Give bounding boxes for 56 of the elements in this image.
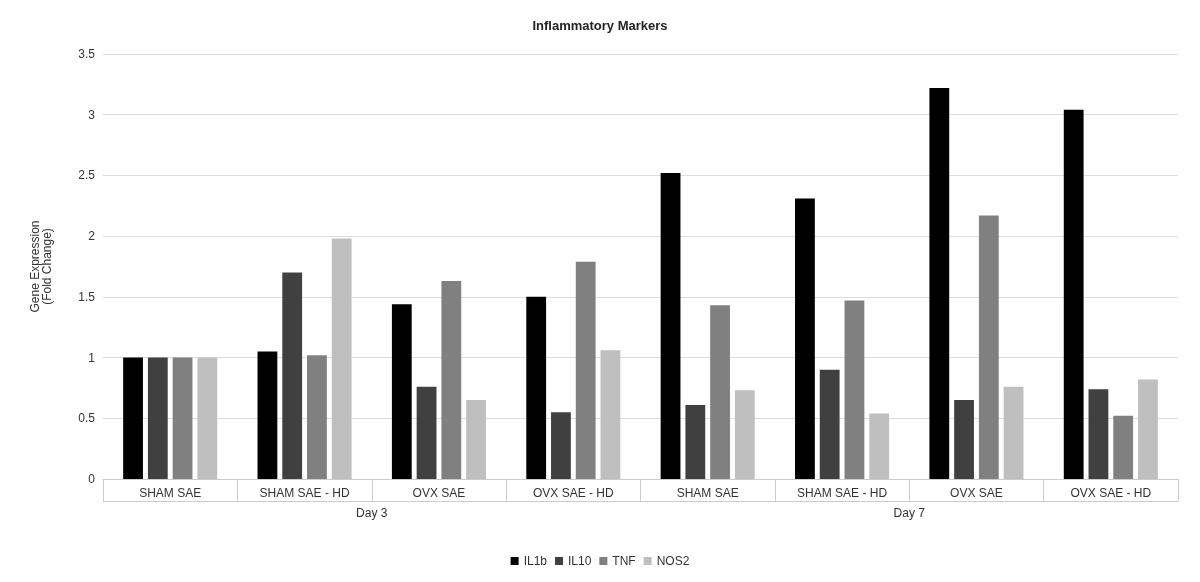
x-tick-label: SHAM SAE - HD (259, 486, 350, 500)
x-tick-label: SHAM SAE (676, 486, 739, 500)
bar (685, 404, 706, 479)
bar (147, 357, 168, 479)
bar (734, 390, 755, 479)
y-tick-label: 3.5 (78, 47, 96, 61)
x-tick-label: OVX SAE (412, 486, 466, 500)
bar (1138, 379, 1158, 479)
bar (172, 357, 193, 479)
legend-label: NOS2 (656, 554, 690, 568)
bar (978, 215, 999, 479)
bar (869, 413, 890, 479)
bar (844, 300, 865, 479)
bar (575, 261, 596, 479)
text: Day 7 (893, 506, 926, 520)
bar (929, 88, 950, 479)
bar (819, 369, 840, 479)
bar (526, 296, 547, 479)
bar (197, 357, 218, 479)
text: Day 3 (356, 506, 388, 520)
x-tick-label: OVX SAE - HD (532, 486, 614, 500)
bar (307, 355, 327, 479)
legend-label: IL10 (568, 554, 592, 568)
bar (1113, 415, 1134, 479)
bar (795, 198, 815, 479)
x-tick-label: SHAM SAE (139, 486, 202, 500)
bar (710, 305, 730, 479)
bar (551, 412, 571, 479)
bar (257, 351, 278, 479)
y-tick-label: 2 (88, 229, 96, 244)
bar (331, 238, 352, 479)
chart-title: Inflammatory Markers (532, 18, 668, 33)
bar (441, 281, 462, 479)
x-tick-label: OVX SAE - HD (1070, 486, 1152, 500)
bar (416, 386, 437, 479)
y-tick-label: 1 (88, 350, 96, 365)
x-tick-label: OVX SAE (950, 486, 1003, 500)
bar (660, 173, 681, 479)
y-tick-label: 3 (88, 107, 96, 122)
x-tick-label: SHAM SAE - HD (797, 486, 888, 500)
bar (1003, 386, 1024, 479)
y-tick-label: 0.5 (78, 411, 96, 426)
bar (1063, 109, 1084, 479)
y-tick-label: 0 (88, 472, 96, 486)
bar (600, 350, 621, 479)
bar (391, 304, 412, 479)
bar (1088, 389, 1109, 479)
y-axis-title: Gene Expression (Fold Change) (28, 220, 54, 313)
y-tick-label: 2.5 (78, 168, 96, 183)
bar (954, 400, 974, 479)
bar (466, 400, 486, 479)
legend-label: IL1b (523, 554, 548, 568)
legend-label: TNF (612, 554, 636, 568)
bar (123, 357, 143, 479)
bar (282, 272, 303, 479)
y-tick-label: 1.5 (78, 289, 96, 304)
